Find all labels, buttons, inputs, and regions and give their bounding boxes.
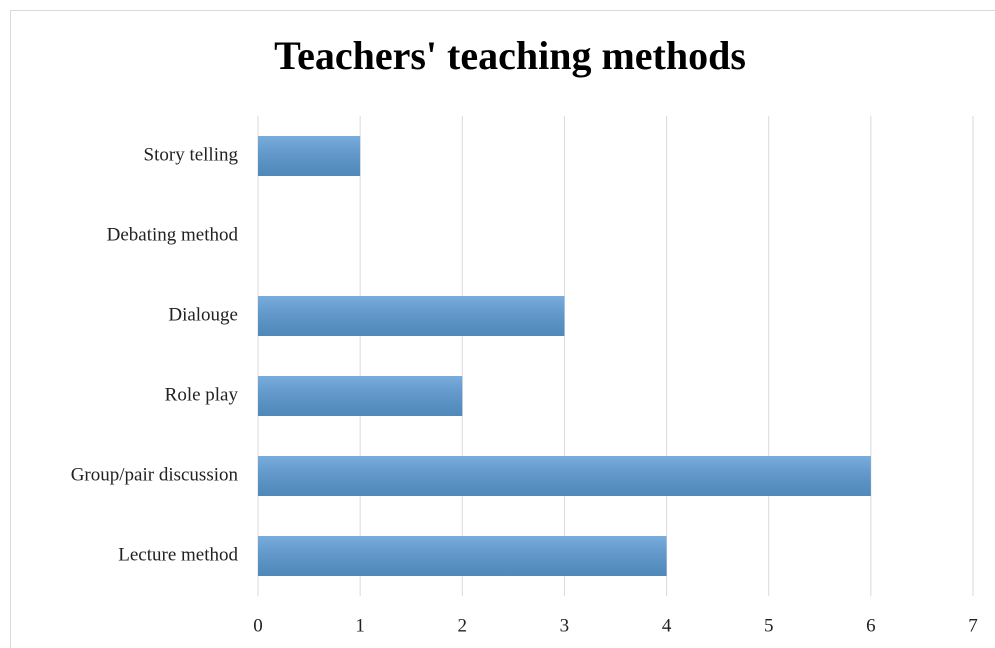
bar-shade — [258, 376, 463, 416]
y-tick-label: Story telling — [144, 144, 239, 165]
y-tick-label: Lecture method — [118, 544, 238, 565]
y-tick-label: Group/pair discussion — [71, 464, 239, 485]
bar-shade — [258, 536, 667, 576]
x-tick-label: 7 — [968, 615, 978, 636]
bar-shade — [258, 136, 361, 176]
bar-shade — [258, 296, 565, 336]
x-tick-label: 6 — [866, 615, 876, 636]
x-tick-label: 3 — [560, 615, 570, 636]
y-tick-label: Debating method — [107, 224, 239, 245]
chart-title: Teachers' teaching methods — [274, 33, 746, 78]
x-tick-label: 5 — [764, 615, 774, 636]
x-tick-label: 0 — [253, 615, 263, 636]
x-tick-label: 4 — [662, 615, 672, 636]
x-tick-label: 2 — [458, 615, 468, 636]
x-tick-label: 1 — [355, 615, 365, 636]
y-tick-label: Dialouge — [168, 304, 238, 325]
y-tick-label: Role play — [165, 384, 239, 405]
bar-shade — [258, 456, 871, 496]
